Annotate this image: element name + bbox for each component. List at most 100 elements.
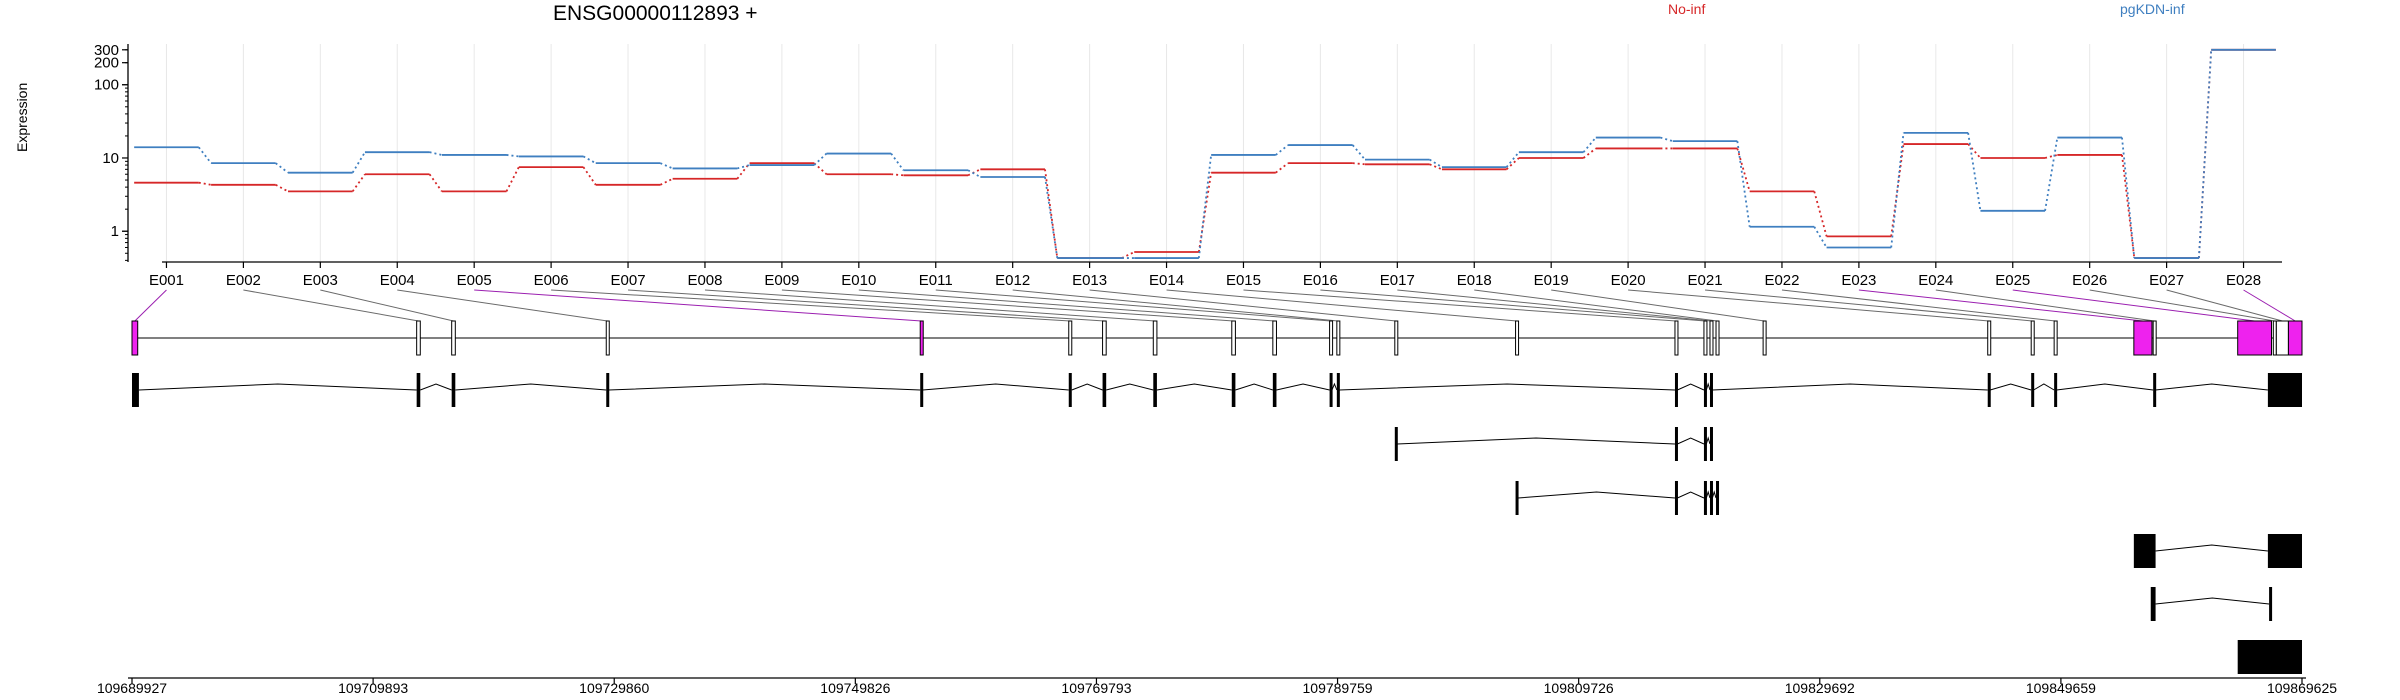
- exon-bin: [1329, 320, 1334, 356]
- intron-line: [138, 383, 417, 391]
- intron-line: [1677, 491, 1705, 499]
- series-lines: [134, 48, 2276, 259]
- exon-connector: [1704, 289, 2033, 322]
- exon-connector: [1935, 289, 2155, 322]
- exon-connector: [1474, 289, 1718, 322]
- transcript-exon: [1272, 373, 1277, 407]
- intron-line: [1705, 382, 1711, 391]
- transcript-exon: [1703, 373, 1707, 407]
- exon-connector: [397, 289, 608, 322]
- series-connector: [2044, 154, 2058, 159]
- exon-bin: [2152, 320, 2157, 356]
- series-connector: [659, 162, 674, 170]
- x-tick-label: E012: [995, 272, 1030, 289]
- transcript-exon: [1153, 373, 1157, 407]
- exon-bin: [1762, 320, 1767, 356]
- exon-bin: [2133, 320, 2153, 356]
- series-connector: [506, 154, 519, 158]
- transcript-exon: [2237, 640, 2272, 674]
- series-connector: [1429, 163, 1443, 171]
- exon-bin: [2030, 320, 2035, 356]
- x-tick-label: E004: [380, 272, 415, 289]
- x-tick-label: E009: [764, 272, 799, 289]
- exon-bin: [1703, 320, 1708, 356]
- series-connector: [1736, 148, 1751, 192]
- x-tick-label: E017: [1380, 272, 1415, 289]
- series-connector: [582, 155, 597, 164]
- transcript-exon: [1515, 481, 1519, 515]
- exon-connector: [1012, 289, 1339, 322]
- series-connector: [890, 153, 905, 171]
- exon-connector: [1858, 289, 2143, 322]
- exon-bin: [2287, 320, 2303, 356]
- x-tick-label: E011: [919, 272, 953, 289]
- x-tick-label: E020: [1611, 272, 1646, 289]
- intron-line: [1705, 436, 1711, 445]
- exon-connector: [134, 289, 167, 322]
- series-connector: [1967, 132, 1982, 211]
- series-connector: [2121, 137, 2136, 259]
- exon-bin: [1336, 320, 1341, 356]
- exon-bin: [1231, 320, 1236, 356]
- transcript-exon: [2269, 373, 2273, 407]
- exon-connector: [2243, 289, 2296, 322]
- transcript-exon: [1987, 373, 1991, 407]
- exon-bin: [1394, 320, 1399, 356]
- series-connector: [1582, 136, 1597, 153]
- x-tick-label: E022: [1764, 272, 1799, 289]
- x-tick-label: E016: [1303, 272, 1338, 289]
- x-tick-label: E003: [303, 272, 338, 289]
- coord-tick-label: 109869625: [2267, 680, 2337, 696]
- exon-bin: [1709, 320, 1714, 356]
- transcript-exon: [1394, 427, 1398, 461]
- series-connector: [2121, 154, 2136, 259]
- figure-title: ENSG00000112893 +: [553, 2, 758, 25]
- x-tick-label: E018: [1457, 272, 1492, 289]
- transcript-exon: [1674, 373, 1678, 407]
- exon-connector: [1166, 289, 1517, 322]
- series-connector: [505, 166, 520, 192]
- series-connector: [1890, 132, 1905, 248]
- intron-line: [1071, 383, 1103, 391]
- transcript-exon: [416, 373, 421, 407]
- exon-connector: [1781, 289, 2056, 322]
- intron-line: [2056, 383, 2154, 391]
- series-connector: [1044, 176, 1059, 259]
- x-tick-label: E008: [687, 272, 722, 289]
- exon-bin: [2053, 320, 2058, 356]
- series-connector: [813, 162, 828, 175]
- intron-line: [2033, 383, 2055, 391]
- y-tick-label: 1: [111, 223, 119, 240]
- series-connector: [967, 168, 981, 177]
- series-connector: [967, 169, 981, 178]
- exon-bin: [1102, 320, 1107, 356]
- exon-connector-lines: [134, 289, 2296, 322]
- series-connector: [813, 152, 828, 166]
- transcript-exon: [2150, 587, 2156, 621]
- exon-bin: [416, 320, 421, 356]
- exon-connector: [474, 289, 922, 322]
- intron-line: [2155, 597, 2270, 605]
- exon-bin: [1715, 320, 1720, 356]
- genomic-coordinate-axis: 109689927 109709893 109729860 109749826 1097…: [97, 677, 2337, 696]
- exon-bin: [131, 320, 139, 356]
- intron-line: [1677, 383, 1705, 391]
- series-connector: [428, 173, 443, 192]
- transcript-exon: [132, 373, 139, 407]
- transcript-exon: [920, 373, 924, 407]
- series-connector: [351, 173, 366, 192]
- transcript-exon: [2267, 534, 2302, 568]
- transcript-exon: [1709, 427, 1713, 461]
- transcript-tracks: [131, 320, 2303, 674]
- coord-tick-label: 109769793: [1061, 680, 1131, 696]
- x-tick-label: E002: [226, 272, 261, 289]
- exon-connector: [2089, 289, 2275, 322]
- series-connector: [1275, 162, 1289, 174]
- exon-bin: [1987, 320, 1992, 356]
- exon-bin: [1068, 320, 1073, 356]
- series-connector: [891, 173, 904, 177]
- transcript-exon: [2133, 534, 2156, 568]
- exon-bin: [2237, 320, 2273, 356]
- intron-line: [1276, 383, 1330, 391]
